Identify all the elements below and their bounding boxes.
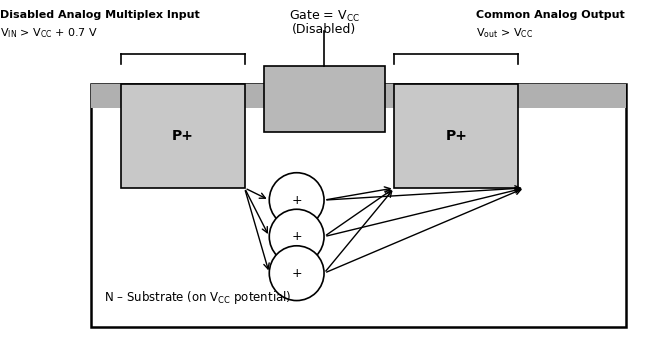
Bar bbox=[91, 84, 626, 108]
Ellipse shape bbox=[269, 246, 324, 301]
Text: Common Analog Output: Common Analog Output bbox=[476, 10, 625, 21]
Bar bbox=[264, 66, 385, 132]
Bar bbox=[91, 84, 626, 327]
Ellipse shape bbox=[269, 173, 324, 228]
Ellipse shape bbox=[269, 209, 324, 264]
Text: V$_{\mathregular{out}}$ > V$_{\mathregular{CC}}$: V$_{\mathregular{out}}$ > V$_{\mathregul… bbox=[476, 26, 533, 40]
Text: +: + bbox=[291, 267, 302, 280]
Text: V$_{\mathregular{IN}}$ > V$_{\mathregular{CC}}$ + 0.7 V: V$_{\mathregular{IN}}$ > V$_{\mathregula… bbox=[0, 26, 98, 40]
Text: +: + bbox=[291, 193, 302, 207]
Bar bbox=[121, 84, 244, 188]
Text: P+: P+ bbox=[445, 129, 467, 143]
Text: (Disabled): (Disabled) bbox=[292, 23, 357, 35]
Text: Disabled Analog Multiplex Input: Disabled Analog Multiplex Input bbox=[0, 10, 200, 21]
Text: P+: P+ bbox=[171, 129, 194, 143]
Text: Gate = V$_{\mathregular{CC}}$: Gate = V$_{\mathregular{CC}}$ bbox=[289, 9, 360, 24]
Text: +: + bbox=[291, 230, 302, 243]
Text: N – Substrate (on V$_{\mathregular{CC}}$ potential): N – Substrate (on V$_{\mathregular{CC}}$… bbox=[104, 289, 291, 306]
Bar bbox=[394, 84, 518, 188]
